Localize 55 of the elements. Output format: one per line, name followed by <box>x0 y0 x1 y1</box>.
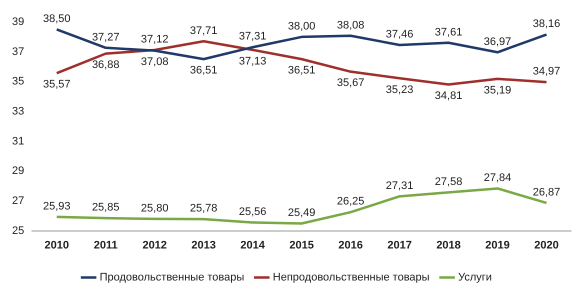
x-tick-label: 2013 <box>191 239 216 252</box>
data-label: 35,19 <box>484 84 512 96</box>
x-tick-label: 2012 <box>142 239 167 252</box>
y-tick-label: 39 <box>12 16 24 28</box>
data-label: 27,58 <box>434 176 462 188</box>
data-label: 27,31 <box>386 180 414 192</box>
x-tick-label: 2014 <box>240 239 266 252</box>
data-label: 37,31 <box>238 30 266 43</box>
data-label: 26,25 <box>336 196 364 208</box>
data-label: 25,56 <box>238 206 266 218</box>
data-label: 36,51 <box>190 64 218 77</box>
data-label: 38,08 <box>336 19 364 32</box>
data-label: 34,97 <box>532 66 560 78</box>
data-label: 38,16 <box>532 18 560 30</box>
data-label: 26,87 <box>532 186 560 198</box>
y-tick-label: 27 <box>12 195 24 208</box>
data-label: 37,71 <box>190 24 218 37</box>
data-label: 27,84 <box>484 172 512 184</box>
x-tick-label: 2017 <box>387 239 412 252</box>
x-tick-label: 2018 <box>436 239 461 252</box>
data-label: 38,00 <box>288 20 316 32</box>
data-label: 35,23 <box>386 84 414 96</box>
data-label: 25,78 <box>190 202 218 215</box>
x-tick-label: 2011 <box>94 239 118 252</box>
data-label: 37,08 <box>140 56 168 68</box>
data-label: 25,49 <box>288 207 316 220</box>
y-tick-label: 29 <box>12 165 24 178</box>
data-label: 36,51 <box>288 64 316 77</box>
x-tick-label: 2010 <box>44 239 69 252</box>
data-label: 35,67 <box>336 77 364 90</box>
data-label: 37,27 <box>92 31 120 44</box>
y-tick-label: 37 <box>12 46 24 58</box>
data-label: 37,46 <box>386 28 414 40</box>
x-tick-label: 2020 <box>534 239 559 252</box>
data-label: 37,13 <box>238 55 266 68</box>
x-tick-label: 2019 <box>485 239 510 252</box>
legend-label: Непродовольственные товары <box>272 272 430 284</box>
y-tick-label: 33 <box>12 106 24 118</box>
data-label: 25,80 <box>140 202 168 214</box>
legend-label: Услуги <box>458 272 492 284</box>
data-label: 38,50 <box>42 12 70 25</box>
data-label: 25,85 <box>92 202 120 214</box>
x-tick-label: 2015 <box>289 239 314 252</box>
data-label: 36,88 <box>92 59 120 72</box>
legend-label: Продовольственные товары <box>100 272 244 284</box>
y-tick-label: 25 <box>12 224 24 237</box>
data-label: 35,57 <box>42 78 70 91</box>
data-label: 34,81 <box>434 90 462 102</box>
y-tick-label: 31 <box>12 135 24 148</box>
data-label: 36,97 <box>484 36 512 48</box>
data-label: 25,93 <box>42 200 70 212</box>
x-tick-label: 2016 <box>338 239 363 252</box>
data-label: 37,61 <box>434 26 462 38</box>
y-tick-label: 35 <box>12 76 24 88</box>
data-label: 37,12 <box>140 34 168 46</box>
